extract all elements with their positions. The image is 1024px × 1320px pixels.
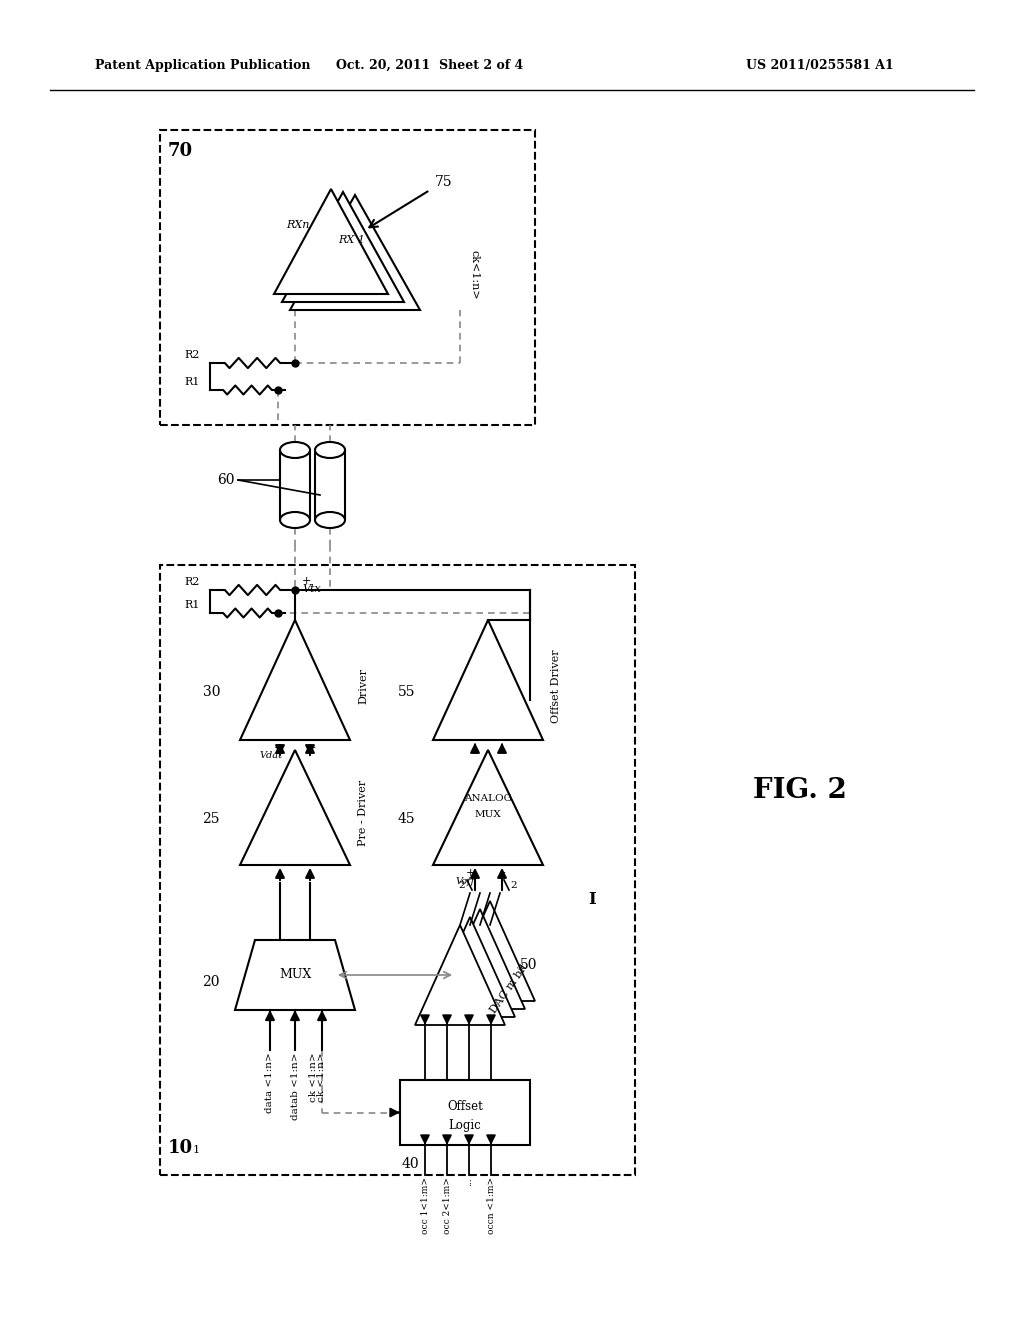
Text: ANALOG: ANALOG: [464, 793, 512, 803]
Text: R2: R2: [184, 577, 200, 587]
Text: US 2011/0255581 A1: US 2011/0255581 A1: [746, 58, 894, 71]
Text: Vtx: Vtx: [302, 583, 321, 594]
Polygon shape: [240, 620, 350, 741]
Text: DAC m bit: DAC m bit: [488, 961, 529, 1015]
Text: 70: 70: [168, 143, 194, 160]
Text: occ 1<1:m>: occ 1<1:m>: [421, 1177, 429, 1234]
Text: ck <1:n>: ck <1:n>: [309, 1052, 318, 1102]
Polygon shape: [234, 940, 355, 1010]
Text: RX 1: RX 1: [338, 235, 365, 246]
Text: I: I: [588, 891, 596, 908]
Text: Oct. 20, 2011  Sheet 2 of 4: Oct. 20, 2011 Sheet 2 of 4: [336, 58, 523, 71]
Text: RXn: RXn: [287, 220, 310, 230]
Text: Offset: Offset: [447, 1100, 483, 1113]
Polygon shape: [435, 909, 525, 1008]
Text: 30: 30: [203, 685, 220, 700]
Text: data <1:n>: data <1:n>: [265, 1052, 274, 1113]
Text: ck <1:n>: ck <1:n>: [317, 1052, 327, 1102]
Text: 60: 60: [217, 473, 234, 487]
Ellipse shape: [315, 442, 345, 458]
Polygon shape: [433, 620, 543, 741]
Text: R1: R1: [184, 601, 200, 610]
Text: 45: 45: [397, 812, 415, 826]
Text: +: +: [302, 576, 311, 586]
Text: ck<1:n>: ck<1:n>: [470, 251, 480, 300]
Text: occ 2<1:m>: occ 2<1:m>: [442, 1177, 452, 1234]
Bar: [400, 1080, 530, 1144]
Bar: [160, 565, 635, 1175]
Text: MUX: MUX: [475, 810, 502, 818]
Polygon shape: [274, 189, 388, 294]
Text: +: +: [466, 869, 475, 878]
Text: R2: R2: [184, 350, 200, 360]
Polygon shape: [282, 191, 404, 302]
Text: Offset Driver: Offset Driver: [551, 649, 561, 723]
Text: Driver: Driver: [358, 668, 368, 704]
Text: datab <1:n>: datab <1:n>: [291, 1052, 299, 1119]
Text: -: -: [312, 743, 315, 752]
Text: 55: 55: [397, 685, 415, 700]
Bar: [160, 129, 535, 425]
Text: 40: 40: [402, 1158, 420, 1171]
Ellipse shape: [280, 512, 310, 528]
Polygon shape: [415, 925, 505, 1026]
Text: Vdat: Vdat: [260, 751, 283, 759]
Text: 1: 1: [193, 1144, 200, 1155]
Text: Logic: Logic: [449, 1119, 481, 1133]
Text: 10: 10: [168, 1139, 194, 1158]
Polygon shape: [240, 750, 350, 865]
Text: FIG. 2: FIG. 2: [753, 776, 847, 804]
Text: 25: 25: [203, 812, 220, 826]
Text: R1: R1: [184, 378, 200, 387]
Text: MUX: MUX: [279, 969, 311, 982]
Text: Patent Application Publication: Patent Application Publication: [95, 58, 310, 71]
Polygon shape: [290, 195, 420, 310]
Text: 75: 75: [435, 176, 453, 189]
Text: Voff: Voff: [456, 876, 475, 886]
Polygon shape: [433, 750, 543, 865]
Ellipse shape: [315, 512, 345, 528]
Polygon shape: [425, 917, 515, 1016]
Text: 2: 2: [459, 880, 465, 890]
Text: -: -: [502, 869, 506, 878]
Text: 50: 50: [520, 958, 538, 972]
Text: Pre - Driver: Pre - Driver: [358, 780, 368, 846]
Polygon shape: [445, 902, 535, 1001]
Text: occn <1:m>: occn <1:m>: [486, 1177, 496, 1234]
Text: ...: ...: [465, 1177, 473, 1185]
Ellipse shape: [280, 442, 310, 458]
Text: 2: 2: [510, 880, 517, 890]
Text: 20: 20: [203, 975, 220, 989]
Text: +: +: [273, 743, 283, 752]
